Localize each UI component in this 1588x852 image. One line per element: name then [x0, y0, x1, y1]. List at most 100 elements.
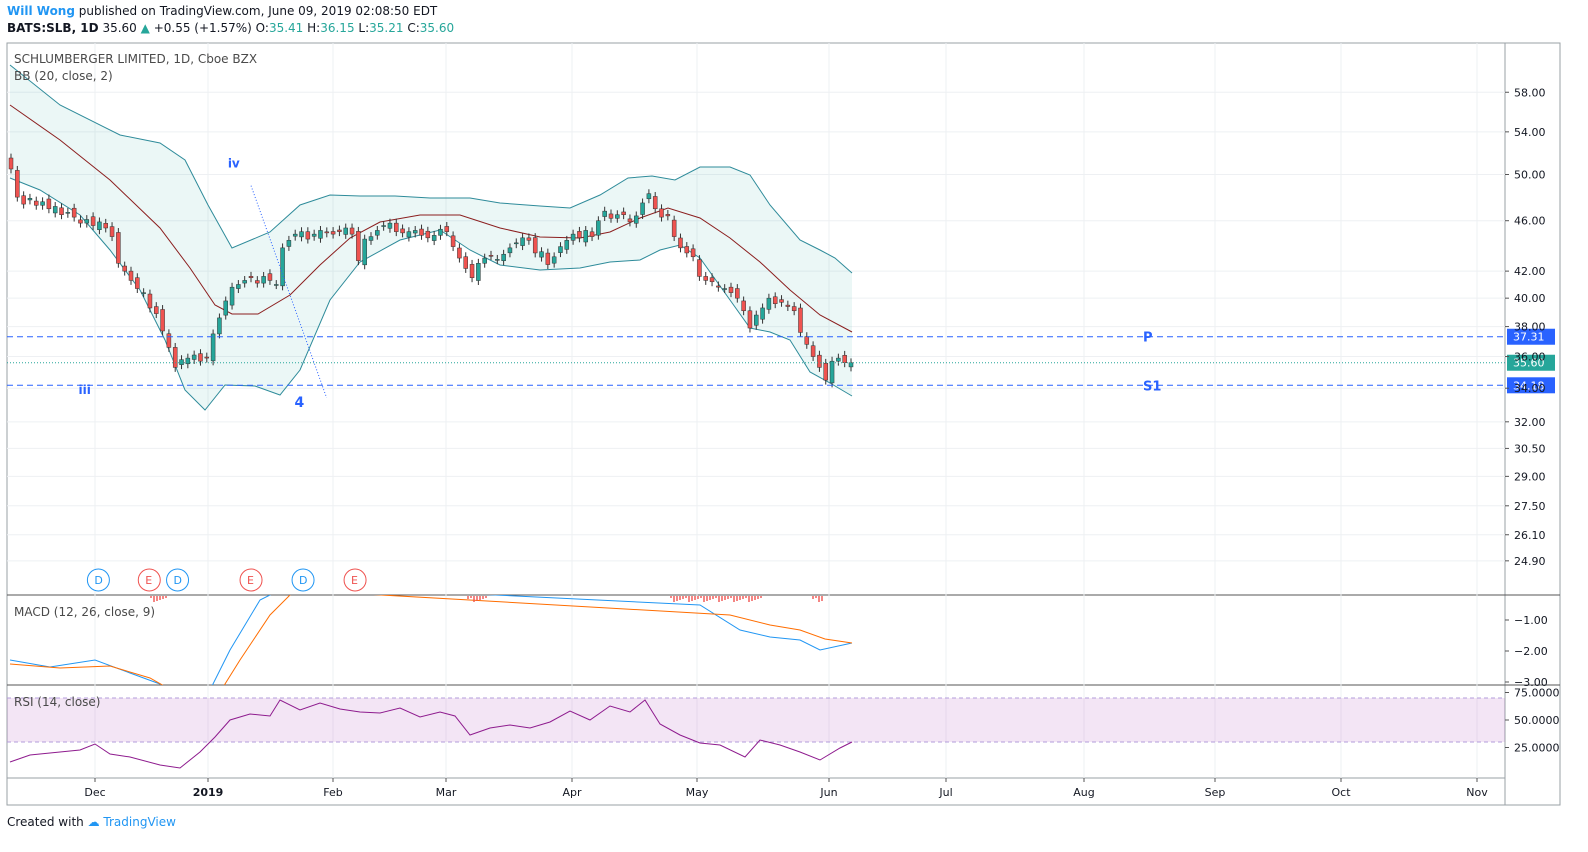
price-axis-label: 58.00 [1514, 86, 1546, 99]
candle [362, 234, 367, 270]
tradingview-link[interactable]: TradingView [103, 815, 176, 829]
candle [526, 233, 532, 245]
candle [84, 215, 90, 228]
candle-body [27, 198, 33, 201]
candle [34, 196, 39, 210]
wave-label: iii [79, 383, 91, 397]
macd-histogram-bar [730, 596, 732, 598]
candle-body [766, 297, 772, 310]
candle-body [97, 221, 102, 230]
candle [419, 224, 424, 240]
macd-histogram-bar [470, 596, 472, 598]
time-axis-label: Jul [938, 786, 952, 799]
open-value: 35.41 [268, 21, 304, 35]
candle [722, 284, 727, 294]
macd-histogram-bar [751, 596, 753, 601]
macd-histogram-bar [703, 596, 705, 602]
event-marker[interactable]: D [86, 568, 110, 592]
candle-body [545, 252, 551, 265]
candle-body [678, 237, 683, 249]
macd-histogram-bar [724, 596, 726, 600]
price-axis-label: 32.00 [1514, 416, 1546, 429]
candle-body [318, 230, 323, 239]
high-value: 36.15 [320, 21, 355, 35]
candle-body [589, 231, 595, 237]
candle-body [375, 230, 380, 236]
author-name[interactable]: Will Wong [7, 4, 75, 18]
candle [583, 226, 588, 247]
event-marker[interactable]: E [137, 568, 161, 592]
candle [299, 227, 304, 242]
candle [716, 281, 721, 292]
candle [330, 227, 336, 239]
macd-histogram-bar [812, 596, 814, 599]
candle [292, 229, 298, 241]
candle [261, 272, 266, 288]
candle [223, 296, 228, 320]
time-axis-label: Dec [84, 786, 105, 799]
candle [589, 227, 595, 242]
event-marker[interactable]: D [291, 568, 315, 592]
candle [514, 238, 519, 249]
candle-body [356, 231, 361, 261]
candle [400, 224, 405, 238]
candle [747, 306, 753, 333]
candle [59, 203, 64, 220]
candle-body [103, 223, 108, 229]
macd-histogram-bar [153, 596, 155, 602]
candle [349, 223, 355, 239]
candle-body [823, 363, 828, 381]
candle [741, 296, 746, 316]
candle-body [501, 253, 506, 262]
candle [671, 215, 677, 242]
candle-body [760, 307, 765, 320]
candle-body [551, 256, 557, 264]
event-marker[interactable]: D [166, 568, 190, 592]
candle-body [627, 218, 633, 223]
candle-body [779, 299, 784, 303]
candle-body [236, 284, 241, 289]
macd-histogram-bar [679, 596, 681, 600]
candle [425, 226, 431, 243]
candle [608, 209, 614, 223]
last-price-tag-bg [1507, 354, 1555, 371]
candle-body [128, 270, 134, 281]
candle-body [747, 310, 753, 329]
candle-body [640, 202, 645, 215]
candle [709, 273, 715, 287]
candle-body [412, 230, 418, 234]
macd-histogram-bar [673, 596, 675, 602]
created-with: Created with [7, 815, 84, 829]
macd-histogram-bar [162, 596, 164, 599]
candle-body [172, 347, 178, 368]
candle-body [330, 231, 336, 235]
candle [817, 350, 822, 372]
candle [27, 193, 33, 205]
price-pane [7, 64, 1505, 411]
price-axis-label: 54.00 [1514, 126, 1546, 139]
event-marker-label: D [94, 574, 102, 587]
candle-body [564, 240, 570, 250]
macd-axis-label: −2.00 [1514, 645, 1548, 658]
event-marker-circle [239, 568, 263, 592]
candle-body [179, 359, 184, 365]
macd-histogram-bar [691, 596, 693, 601]
candle-body [602, 210, 607, 217]
candle-body [709, 277, 715, 283]
candle-body [665, 214, 671, 217]
macd-histogram-bar [694, 596, 696, 600]
candle [217, 313, 222, 339]
candle-body [204, 356, 210, 359]
candle [381, 221, 386, 231]
candle-body [267, 273, 273, 281]
candle-body [596, 220, 601, 236]
event-marker[interactable]: E [239, 568, 263, 592]
price-axis-label: 26.10 [1514, 529, 1546, 542]
candle-body [495, 259, 500, 261]
level-tag-bg [1507, 377, 1555, 394]
macd-histogram-bar [736, 596, 738, 601]
macd-histogram-bar [159, 596, 161, 600]
event-marker[interactable]: E [343, 568, 367, 592]
candle-body [798, 307, 803, 333]
